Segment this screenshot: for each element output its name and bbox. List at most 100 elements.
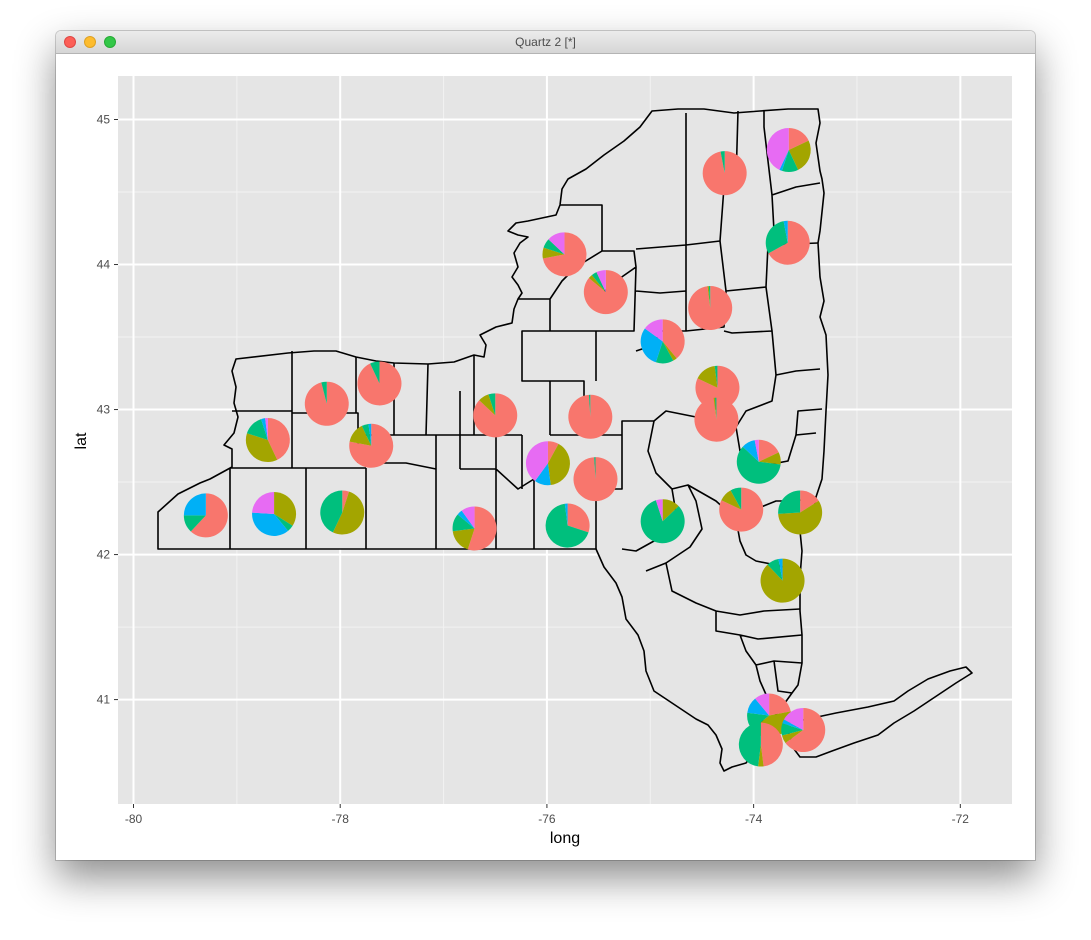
pie-26 [778,490,823,535]
state-outline [157,108,829,772]
pie-slice [596,270,606,293]
x-axis-title: long [550,830,580,847]
y-tick-label: 43 [97,403,111,417]
pie-23 [765,220,810,265]
pie-12 [568,394,613,439]
minimize-button[interactable] [84,36,96,48]
pie-slice [488,393,496,416]
pie-slice [190,493,228,538]
x-tick-label: -78 [332,812,350,826]
pie-25 [719,487,764,532]
pie-slice [267,418,290,460]
pie-slice [640,500,685,544]
pie-3 [320,490,365,535]
pie-slice [567,503,590,533]
pie-slice [766,127,789,170]
pie-24 [736,439,781,484]
pie-1 [183,493,228,538]
pie-slice [662,499,679,522]
pie-slice [183,515,206,532]
pie-slice [591,272,606,293]
pie-slice [573,457,618,502]
pie-slice [457,510,475,529]
pie-14 [542,232,587,277]
pie-21 [694,397,739,442]
pie-slice [742,440,759,462]
pie-slice [542,232,587,277]
window-title: Quartz 2 [*] [515,35,576,49]
pie-slice [246,419,268,440]
pie-22 [766,127,811,172]
pie-slice [583,270,628,315]
pie-slice [542,247,565,259]
long-island [785,666,973,758]
pie-20 [695,365,740,410]
pie-16 [640,319,685,364]
pie-slice [736,446,781,484]
pie-slice [781,723,804,736]
pie-slice [688,286,733,331]
pie-slice [547,443,570,486]
pie-slice [588,275,606,293]
pie-10 [525,441,570,486]
pie-slice [467,506,497,551]
pie-slice [783,220,788,243]
pie-slice [370,361,380,384]
pie-slice [788,127,809,150]
pie-15 [583,270,628,315]
x-tick-label: -76 [538,812,556,826]
pie-slice [778,558,783,581]
pie-slice [525,441,548,482]
pie-slice [644,319,663,342]
pie-27 [760,558,805,603]
pie-slice [245,433,278,462]
pie-slice [755,693,770,716]
zoom-button[interactable] [104,36,116,48]
pie-slice [274,491,297,526]
pie-slice [708,286,711,309]
pie-18 [688,286,733,331]
pie-7 [357,361,402,406]
pie-slice [707,286,711,309]
pie-29 [781,708,826,753]
pie-slice [781,149,799,172]
pie-slice [738,722,761,767]
pie-slice [788,140,811,170]
pie-slice [357,361,402,406]
pie-slice [252,512,289,536]
pie-slice [568,394,613,439]
pie-slice [779,149,789,171]
pie-slice [662,341,677,361]
pie-4 [245,418,290,462]
pie-slice [361,423,372,446]
pie-slice [785,708,826,753]
pie-9 [473,393,518,438]
pie-slice [713,397,717,420]
pie-slice [265,418,268,440]
close-button[interactable] [64,36,76,48]
pie-slice [655,499,663,522]
pie-slice [548,232,565,255]
pie-slice [655,341,674,364]
x-tick-label: -72 [952,812,970,826]
pie-slice [274,513,293,531]
y-tick-label: 44 [97,258,111,272]
pie-13 [573,457,618,502]
pie-slice [588,394,591,417]
pie-slice [535,463,551,486]
pie-slice [564,503,568,526]
pie-slice [543,239,565,255]
pie-17 [640,499,685,544]
y-tick-label: 41 [97,693,111,707]
pie-slice [349,423,394,468]
pie-slice [252,491,275,514]
pie-slice [760,722,783,767]
pie-slice [261,418,268,440]
pie-5 [304,381,349,426]
pie-slice [720,151,725,174]
pie-slice [694,397,739,442]
y-axis: 41 42 43 44 45 [97,113,118,707]
pie-slice [368,423,372,446]
window-titlebar[interactable]: Quartz 2 [*] [56,31,1035,54]
pie-slice [321,381,327,404]
